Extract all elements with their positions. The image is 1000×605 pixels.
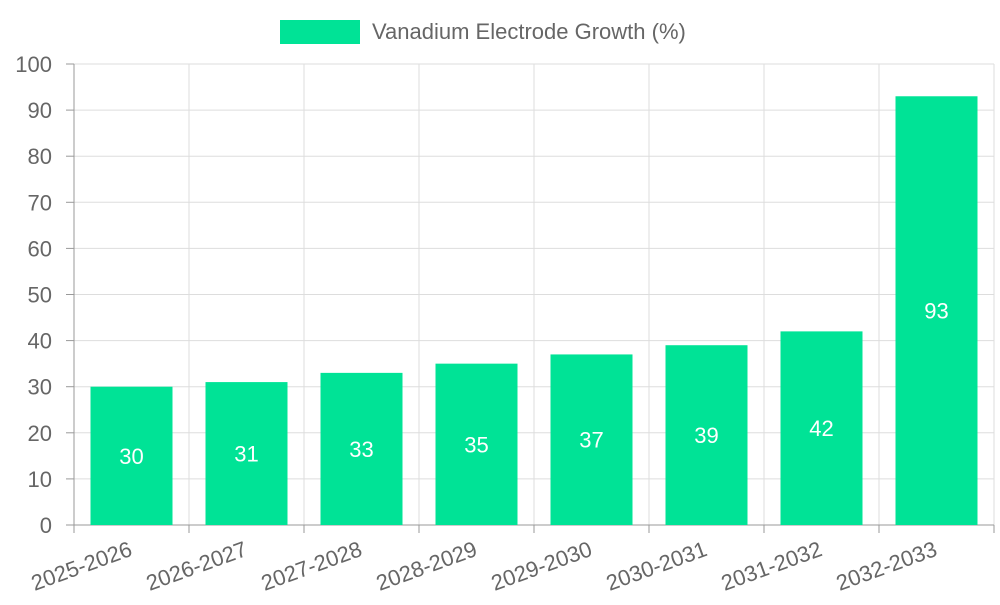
x-tick-label: 2032-2033 [833, 536, 940, 595]
y-tick-label: 100 [15, 52, 52, 77]
x-tick-label: 2027-2028 [258, 536, 365, 595]
bar-value-label: 30 [119, 444, 143, 469]
legend[interactable]: Vanadium Electrode Growth (%) [280, 19, 686, 44]
y-tick-label: 20 [28, 421, 52, 446]
y-tick-label: 60 [28, 236, 52, 261]
y-tick-label: 90 [28, 98, 52, 123]
bar-value-label: 42 [809, 416, 833, 441]
bar[interactable] [550, 354, 633, 525]
bar-value-label: 37 [579, 428, 603, 453]
bar[interactable] [435, 363, 518, 525]
bar-value-label: 31 [234, 442, 258, 467]
bar[interactable] [780, 331, 863, 525]
x-tick-label: 2026-2027 [143, 536, 250, 595]
bar[interactable] [665, 345, 748, 525]
y-tick-label: 50 [28, 283, 52, 308]
x-tick-label: 2031-2032 [718, 536, 825, 595]
bar-value-label: 39 [694, 423, 718, 448]
x-tick-label: 2025-2026 [28, 536, 135, 595]
y-tick-label: 80 [28, 144, 52, 169]
bar-value-label: 35 [464, 432, 488, 457]
y-tick-label: 0 [40, 513, 52, 538]
bar-value-label: 33 [349, 437, 373, 462]
x-axis-ticks: 2025-2026 2026-2027 2027-2028 2028-2029 2029… [28, 536, 940, 595]
bar[interactable] [90, 386, 173, 525]
bars [90, 96, 978, 526]
grid [74, 63, 995, 526]
x-tick-label: 2030-2031 [603, 536, 710, 595]
data-labels: 30 31 33 35 37 39 42 93 [119, 299, 948, 469]
bar[interactable] [320, 372, 403, 525]
legend-label[interactable]: Vanadium Electrode Growth (%) [372, 19, 686, 44]
bar[interactable] [895, 96, 978, 526]
bar-value-label: 93 [924, 299, 948, 324]
y-tick-label: 40 [28, 329, 52, 354]
bar[interactable] [205, 382, 288, 525]
y-tick-label: 10 [28, 467, 52, 492]
legend-swatch[interactable] [280, 20, 360, 44]
x-tick-label: 2029-2030 [488, 536, 595, 595]
y-axis-ticks: 0 10 20 30 40 50 60 70 80 90 100 [15, 52, 52, 538]
y-tick-label: 30 [28, 375, 52, 400]
x-tick-label: 2028-2029 [373, 536, 480, 595]
y-tick-label: 70 [28, 190, 52, 215]
